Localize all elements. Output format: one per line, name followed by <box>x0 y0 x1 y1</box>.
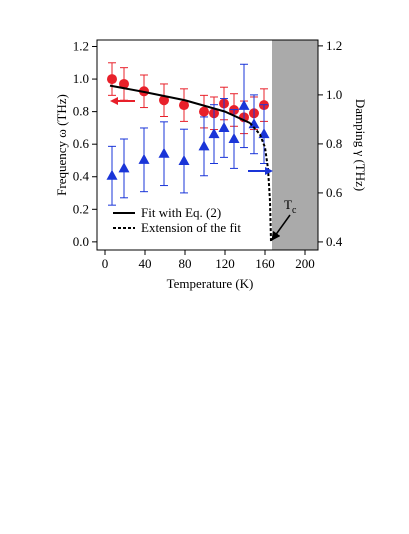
point <box>106 169 118 180</box>
point <box>179 100 189 111</box>
shaded-region <box>272 40 318 250</box>
plot-frame <box>96 39 319 251</box>
axis-arrow-head <box>110 97 118 105</box>
yticks-tick-label: 0.0 <box>73 234 89 249</box>
point <box>119 78 129 89</box>
point <box>208 128 220 139</box>
point <box>198 140 210 151</box>
x-tick-label: 0 <box>102 256 109 271</box>
yticks-tick-label: 0.4 <box>73 169 90 184</box>
yticks-tick-label: 1.0 <box>73 71 89 86</box>
yticks-tick-label: 1.2 <box>73 39 89 54</box>
fit-line <box>109 84 251 124</box>
axis-arrow-head <box>265 167 273 175</box>
y2ticks-tick-label: 0.8 <box>326 136 342 151</box>
point <box>218 121 230 132</box>
yticks-tick-label: 0.8 <box>73 104 89 119</box>
point <box>118 162 130 173</box>
y2ticks-tick-label: 0.6 <box>326 185 343 200</box>
y2ticks-tick-label: 1.2 <box>326 38 342 53</box>
point <box>199 106 209 117</box>
tc-label: Tc <box>284 197 297 216</box>
point <box>228 132 240 143</box>
tc-subscript: c <box>292 205 297 216</box>
fit-line <box>249 122 272 242</box>
x-tick-label: 80 <box>179 256 192 271</box>
y2ticks-tick-label: 0.4 <box>326 234 343 249</box>
y2ticks-tick-label: 1.0 <box>326 87 342 102</box>
yticks-tick-label: 0.6 <box>73 136 90 151</box>
x-tick-label: 40 <box>139 256 152 271</box>
point <box>238 99 250 110</box>
tc-text: T <box>284 197 292 212</box>
point <box>107 74 117 85</box>
y-axis-label: Frequency ω (THz) <box>54 94 69 196</box>
point <box>138 153 150 164</box>
point <box>178 155 190 166</box>
x-tick-label: 120 <box>215 256 235 271</box>
legend-label: Extension of the fit <box>141 220 241 235</box>
yticks-tick-label: 0.2 <box>73 201 89 216</box>
x-axis-label: Temperature (K) <box>167 276 254 291</box>
tc-arrow <box>271 214 291 241</box>
x-tick-label: 200 <box>295 256 315 271</box>
point <box>158 147 170 158</box>
x-tick-label: 160 <box>255 256 275 271</box>
point <box>159 95 169 106</box>
y2-axis-label: Damping γ (THz) <box>353 99 368 191</box>
legend-label: Fit with Eq. (2) <box>141 205 221 220</box>
